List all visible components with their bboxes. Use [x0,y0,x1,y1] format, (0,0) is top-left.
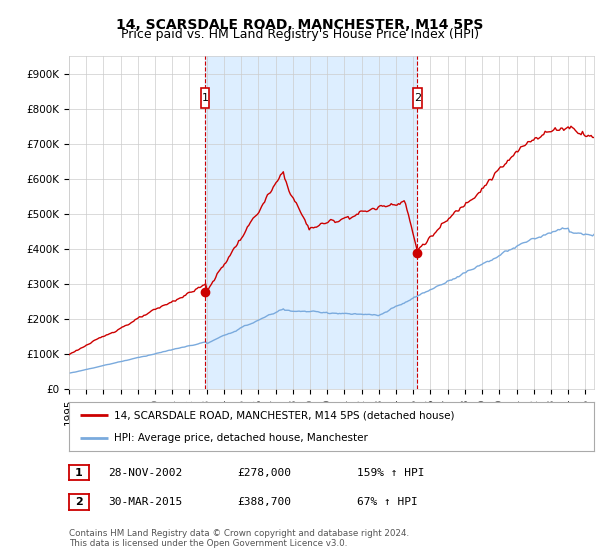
Text: 159% ↑ HPI: 159% ↑ HPI [357,468,425,478]
Text: 14, SCARSDALE ROAD, MANCHESTER, M14 5PS (detached house): 14, SCARSDALE ROAD, MANCHESTER, M14 5PS … [113,410,454,421]
Text: HPI: Average price, detached house, Manchester: HPI: Average price, detached house, Manc… [113,433,367,444]
Text: £388,700: £388,700 [237,497,291,507]
Bar [205,56,418,389]
Text: 1: 1 [202,93,209,103]
Text: 28-NOV-2002: 28-NOV-2002 [108,468,182,478]
Text: 67% ↑ HPI: 67% ↑ HPI [357,497,418,507]
Text: £278,000: £278,000 [237,468,291,478]
Text: Contains HM Land Registry data © Crown copyright and database right 2024.: Contains HM Land Registry data © Crown c… [69,529,409,538]
Bar [413,88,422,108]
Text: 2: 2 [414,93,421,103]
Text: 30-MAR-2015: 30-MAR-2015 [108,497,182,507]
Text: Price paid vs. HM Land Registry's House Price Index (HPI): Price paid vs. HM Land Registry's House … [121,28,479,41]
Bar [201,88,209,108]
Text: 1: 1 [75,468,83,478]
Text: This data is licensed under the Open Government Licence v3.0.: This data is licensed under the Open Gov… [69,539,347,548]
Text: 2: 2 [75,497,83,507]
Text: 14, SCARSDALE ROAD, MANCHESTER, M14 5PS: 14, SCARSDALE ROAD, MANCHESTER, M14 5PS [116,18,484,32]
